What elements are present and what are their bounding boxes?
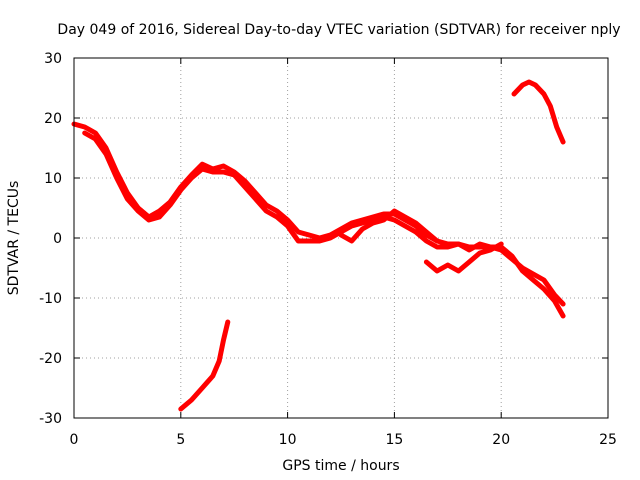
y-tick-label: 0 bbox=[53, 231, 62, 247]
axis-ticks: 0 5 10 15 20 25 -30 -20 -10 0 10 20 30 bbox=[39, 51, 617, 448]
y-tick-label: -20 bbox=[39, 351, 62, 367]
y-tick-label: 30 bbox=[44, 51, 62, 67]
x-tick-label: 5 bbox=[176, 432, 185, 448]
x-tick-label: 0 bbox=[70, 432, 79, 448]
grid-lines bbox=[74, 58, 608, 418]
y-axis-label: SDTVAR / TECUs bbox=[6, 181, 22, 296]
data-series bbox=[71, 79, 566, 412]
x-axis-label: GPS time / hours bbox=[282, 458, 399, 474]
y-tick-label: -10 bbox=[39, 291, 62, 307]
series-line-segment-early bbox=[178, 319, 231, 412]
series-line-main-trace-b bbox=[82, 130, 566, 319]
series-line-main-trace-d bbox=[338, 208, 440, 244]
x-tick-label: 25 bbox=[599, 432, 617, 448]
chart-title: Day 049 of 2016, Sidereal Day-to-day VTE… bbox=[57, 22, 620, 38]
x-tick-label: 20 bbox=[492, 432, 510, 448]
y-tick-label: 20 bbox=[44, 111, 62, 127]
series-line-segment-late bbox=[511, 79, 566, 145]
x-tick-label: 15 bbox=[385, 432, 403, 448]
x-tick-label: 10 bbox=[279, 432, 297, 448]
series-line-main-trace-c bbox=[124, 193, 162, 220]
series-line-main-trace-e bbox=[423, 241, 504, 274]
y-tick-label: -30 bbox=[39, 411, 62, 427]
y-tick-label: 10 bbox=[44, 171, 62, 187]
